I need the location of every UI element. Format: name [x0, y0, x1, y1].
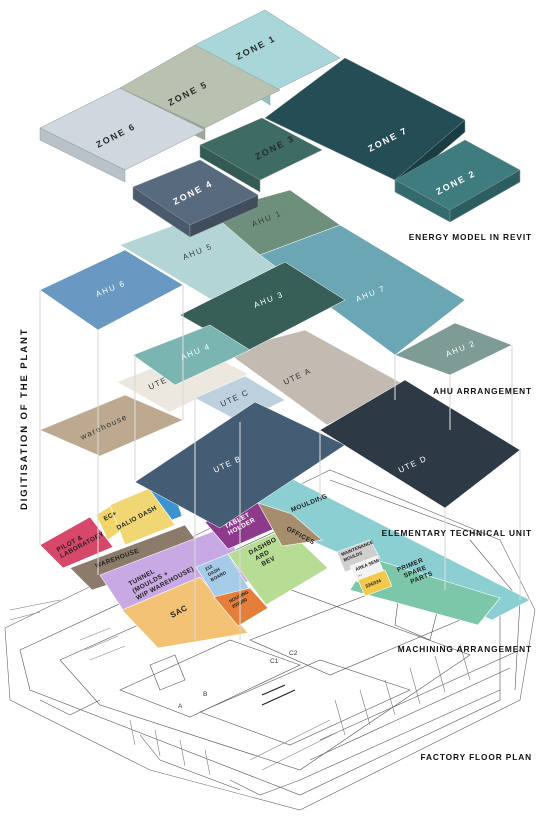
area-pilot-laboratory[interactable] [39, 516, 114, 569]
connector-lines [39, 285, 521, 640]
layer-label-floor: FACTORY FLOOR PLAN [421, 752, 532, 762]
plan-label-a: A [178, 703, 183, 710]
area-offices[interactable] [257, 502, 323, 547]
area-dashboard-bev[interactable] [227, 527, 329, 606]
diagram-title: DIGITISATION OF THE PLANT [19, 328, 30, 510]
plan-label-c1: C1 [270, 658, 279, 665]
layer-label-machining: MACHINING ARRANGEMENT [398, 644, 532, 654]
plan-label-c2: C2 [289, 650, 298, 657]
ute-layer [39, 329, 521, 529]
ahu-7[interactable] [259, 224, 466, 356]
energy-model [39, 9, 521, 238]
area-334[interactable] [357, 569, 393, 597]
layer-label-energy: ENERGY MODEL IN REVIT [409, 232, 532, 242]
layer-label-ahu: AHU ARRANGEMENT [433, 386, 532, 396]
area-sac[interactable] [121, 576, 249, 649]
machining-arrangement [39, 459, 531, 649]
plan-label-b: B [203, 691, 207, 698]
area-housing[interactable] [213, 587, 269, 627]
label-334: 334/334 [365, 578, 383, 589]
ahu-4[interactable] [132, 324, 251, 386]
floor-plan-labels: A B C1 C2 [178, 650, 298, 710]
area-maintenance[interactable] [336, 539, 381, 573]
layer-label-ute: ELEMENTARY TECHNICAL UNIT [382, 528, 532, 538]
